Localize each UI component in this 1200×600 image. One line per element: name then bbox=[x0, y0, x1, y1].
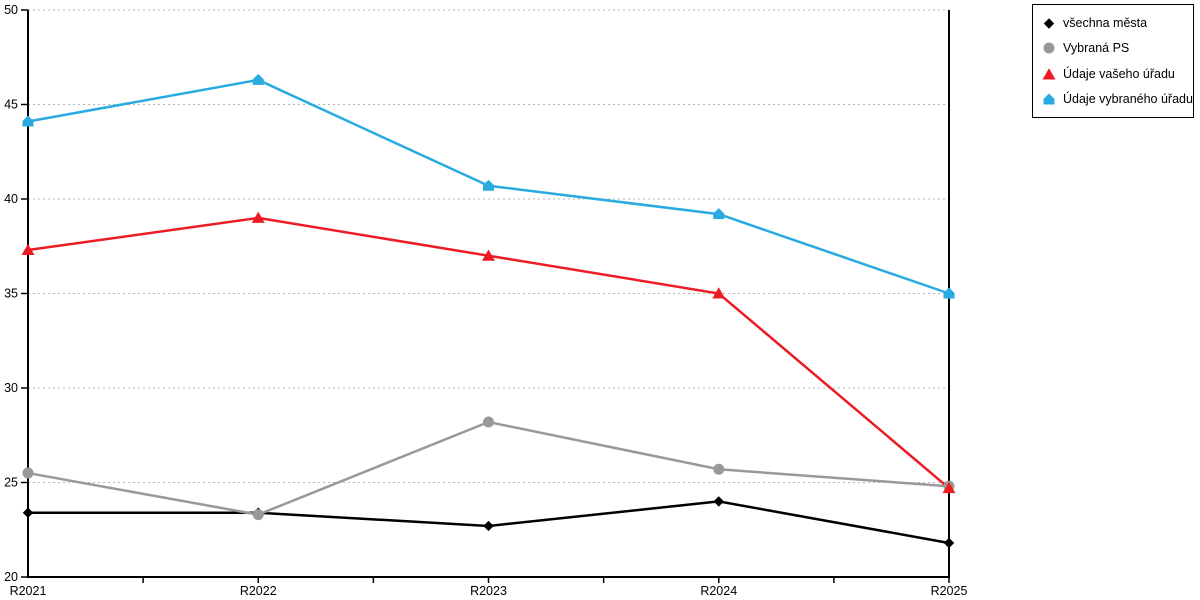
legend-item: Vybraná PS bbox=[1042, 41, 1193, 55]
pentagon-marker-icon bbox=[1043, 93, 1055, 105]
data-point-marker bbox=[483, 416, 494, 428]
circle-marker-icon bbox=[1043, 42, 1055, 54]
legend-item: všechna města bbox=[1042, 16, 1193, 30]
legend-item-label: Údaje vybraného úřadu bbox=[1063, 92, 1193, 107]
legend-item: Údaje vašeho úřadu bbox=[1042, 67, 1193, 81]
y-axis-tick-label: 30 bbox=[4, 381, 18, 395]
data-point-marker bbox=[22, 467, 34, 479]
data-point-marker bbox=[21, 243, 35, 256]
y-axis-tick-label: 40 bbox=[4, 192, 18, 206]
data-point-marker bbox=[252, 73, 264, 85]
y-axis-tick-label: 45 bbox=[4, 98, 18, 112]
legend-marker-icon bbox=[1043, 93, 1055, 105]
data-point-marker bbox=[713, 463, 725, 475]
data-point-marker bbox=[251, 211, 265, 223]
series-line-circle bbox=[27, 420, 950, 516]
data-point-marker bbox=[22, 507, 34, 518]
legend-marker-icon bbox=[1043, 42, 1055, 54]
y-axis-tick-label: 50 bbox=[4, 3, 18, 17]
data-point-marker bbox=[483, 179, 494, 191]
triangle-marker-icon bbox=[1042, 68, 1056, 80]
diamond-marker-icon bbox=[1043, 18, 1055, 29]
y-axis-tick-label: 20 bbox=[4, 570, 18, 584]
x-axis-tick-label: R2021 bbox=[10, 584, 47, 598]
data-point-marker bbox=[713, 208, 725, 220]
legend-item-label: všechna města bbox=[1063, 15, 1148, 30]
legend-marker-icon bbox=[1042, 68, 1056, 80]
y-axis-tick-label: 25 bbox=[4, 476, 18, 490]
x-axis-tick-label: R2023 bbox=[470, 584, 507, 598]
legend-item-label: Údaje vašeho úřadu bbox=[1063, 66, 1175, 81]
data-point-marker bbox=[22, 115, 34, 127]
y-axis-tick-label: 35 bbox=[4, 287, 18, 301]
x-axis-tick-label: R2025 bbox=[931, 584, 968, 598]
data-point-marker bbox=[943, 287, 955, 299]
data-point-marker bbox=[252, 509, 264, 521]
data-point-marker bbox=[482, 249, 495, 261]
data-point-marker bbox=[712, 287, 726, 299]
data-point-marker bbox=[942, 481, 956, 494]
legend-item: Údaje vybraného úřadu bbox=[1042, 92, 1193, 106]
x-axis-tick-label: R2022 bbox=[240, 584, 277, 598]
data-point-marker bbox=[943, 537, 955, 549]
legend-marker-icon bbox=[1043, 18, 1055, 29]
data-point-marker bbox=[713, 496, 724, 507]
legend-item-label: Vybraná PS bbox=[1063, 41, 1130, 56]
legend: všechna města Vybraná PS Údaje vašeho úř… bbox=[1032, 4, 1194, 118]
x-axis-tick-label: R2024 bbox=[700, 584, 737, 598]
data-point-marker bbox=[483, 520, 494, 532]
